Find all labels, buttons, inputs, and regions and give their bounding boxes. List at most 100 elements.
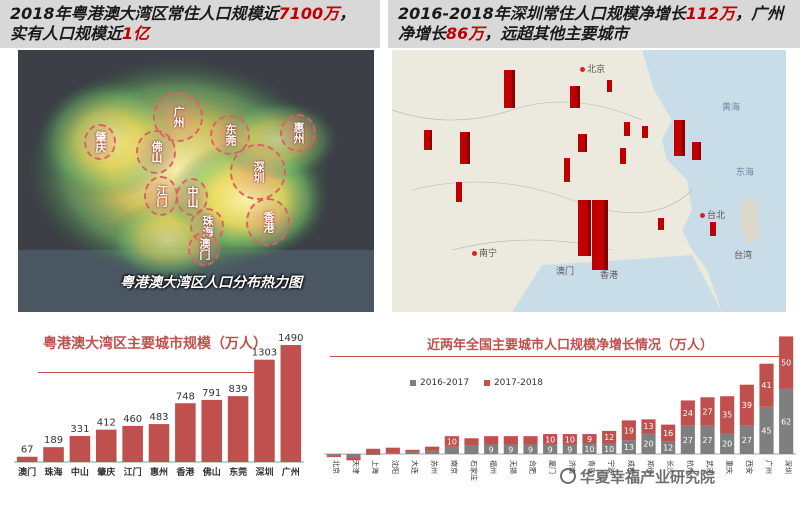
city-growth-bar bbox=[592, 200, 608, 270]
title-text: 2018年粤港澳大湾区常住人口规模近 bbox=[10, 4, 279, 23]
bar-segment bbox=[680, 400, 695, 426]
category-label: 长沙 bbox=[666, 460, 675, 474]
legend-swatch bbox=[410, 379, 416, 386]
growth-map-panel: 2016-2018年深圳常住人口规模净增长112万，广州 净增长86万，远超其他主… bbox=[388, 0, 800, 318]
category-label: 深圳 bbox=[255, 466, 273, 478]
city-growth-bar bbox=[564, 158, 570, 182]
bar-segment bbox=[385, 452, 400, 454]
category-label: 天津 bbox=[352, 460, 360, 474]
bar-segment bbox=[562, 444, 577, 454]
city-growth-bar bbox=[620, 148, 626, 164]
city-marker-macau: 澳门 bbox=[188, 232, 220, 266]
city-marker-foshan: 佛山 bbox=[136, 130, 176, 174]
bar-segment bbox=[346, 457, 361, 461]
title-highlight: 7100万 bbox=[278, 4, 340, 23]
category-label: 广州 bbox=[765, 460, 774, 474]
bar-segment bbox=[326, 454, 341, 457]
bar-segment bbox=[779, 388, 794, 454]
category-label: 佛山 bbox=[202, 466, 221, 478]
data-label: 27 bbox=[702, 407, 712, 416]
category-label: 大连 bbox=[411, 460, 420, 474]
data-label: 12 bbox=[604, 433, 614, 442]
growth-map-svg bbox=[392, 50, 786, 312]
data-label: 483 bbox=[149, 412, 168, 423]
bar-segment bbox=[405, 451, 420, 454]
data-label: 24 bbox=[683, 409, 693, 418]
city-marker-huizhou: 惠州 bbox=[280, 114, 316, 152]
bar-segment bbox=[523, 444, 538, 454]
category-label: 厦门 bbox=[548, 460, 557, 474]
bar-segment bbox=[739, 384, 754, 426]
title-highlight: 1亿 bbox=[122, 24, 150, 43]
category-label: 东莞 bbox=[229, 466, 247, 478]
category-label: 中山 bbox=[71, 466, 89, 478]
data-label: 791 bbox=[202, 388, 221, 399]
category-label: 无锡 bbox=[509, 460, 518, 474]
data-label: 748 bbox=[176, 391, 195, 402]
bar-segment bbox=[503, 444, 518, 454]
data-label: 9 bbox=[489, 445, 494, 454]
bar bbox=[201, 399, 223, 462]
title-text: 2016-2018年深圳常住人口规模净增长 bbox=[398, 4, 686, 23]
data-label: 9 bbox=[587, 435, 592, 444]
bar-segment bbox=[621, 440, 636, 454]
data-label: 67 bbox=[21, 445, 34, 456]
data-label: 19 bbox=[624, 426, 634, 435]
city-growth-bar bbox=[624, 122, 630, 136]
population-heatmap: 广州 佛山 东莞 惠州 肇庆 深圳 江门 中山 珠海 澳门 香港 粤港澳大湾区人… bbox=[18, 50, 374, 312]
bar-segment bbox=[385, 447, 400, 453]
china-growth-map: 北京 东海 黄海 台湾 南宁 澳门 香港 台北 bbox=[392, 50, 786, 312]
bar-segment bbox=[562, 434, 577, 445]
data-label: 27 bbox=[702, 436, 712, 445]
title-highlight: 112万 bbox=[685, 4, 736, 23]
category-label: 宁波 bbox=[607, 460, 616, 474]
bar-segment bbox=[484, 436, 499, 445]
category-label: 成都 bbox=[627, 460, 636, 474]
category-label: 珠海 bbox=[45, 466, 63, 478]
map-label-yellow-sea: 黄海 bbox=[722, 103, 741, 113]
data-label: 13 bbox=[624, 443, 634, 452]
data-label: 189 bbox=[44, 435, 63, 446]
category-label: 香港 bbox=[175, 466, 195, 478]
category-label: 合肥 bbox=[529, 460, 538, 474]
title-text: 净增长 bbox=[398, 24, 447, 43]
bar-segment bbox=[720, 396, 735, 433]
category-label: 惠州 bbox=[150, 466, 168, 478]
bar-segment bbox=[425, 450, 440, 454]
city-growth-bar bbox=[578, 200, 591, 256]
bar-segment bbox=[464, 445, 479, 454]
bar-segment bbox=[700, 397, 715, 426]
data-label: 460 bbox=[123, 414, 142, 425]
category-label: 澳门 bbox=[18, 466, 36, 478]
data-label: 50 bbox=[781, 359, 791, 368]
data-label: 9 bbox=[548, 445, 553, 454]
chart-legend: 2016-2017 2017-2018 bbox=[410, 378, 555, 388]
data-label: 331 bbox=[70, 424, 89, 435]
title-text: ，实有人口规模近 bbox=[10, 4, 356, 43]
bar-segment bbox=[582, 434, 597, 444]
category-label: 杭州 bbox=[686, 460, 695, 474]
data-label: 10 bbox=[565, 435, 575, 444]
bar bbox=[16, 456, 38, 462]
city-growth-bar bbox=[710, 222, 716, 236]
city-growth-bar bbox=[504, 70, 515, 108]
data-label: 12 bbox=[663, 444, 673, 453]
legend-item-2016-2017: 2016-2017 bbox=[410, 378, 469, 388]
bar-segment bbox=[366, 448, 381, 454]
category-label: 武汉 bbox=[706, 460, 715, 474]
category-label: 江门 bbox=[124, 466, 142, 478]
bar-segment bbox=[759, 406, 774, 454]
city-growth-bar bbox=[424, 130, 432, 150]
map-label-nanning: 南宁 bbox=[472, 246, 497, 259]
bar-segment bbox=[661, 441, 676, 454]
bar bbox=[227, 396, 249, 462]
bar-segment bbox=[641, 419, 656, 433]
data-label: 1303 bbox=[252, 348, 277, 359]
bar-segment bbox=[543, 444, 558, 454]
data-label: 41 bbox=[761, 381, 771, 390]
legend-item-2017-2018: 2017-2018 bbox=[483, 378, 543, 388]
city-marker-hongkong: 香港 bbox=[246, 198, 290, 246]
category-label: 郑州 bbox=[647, 460, 655, 474]
map-label-taipei: 台北 bbox=[700, 208, 725, 221]
